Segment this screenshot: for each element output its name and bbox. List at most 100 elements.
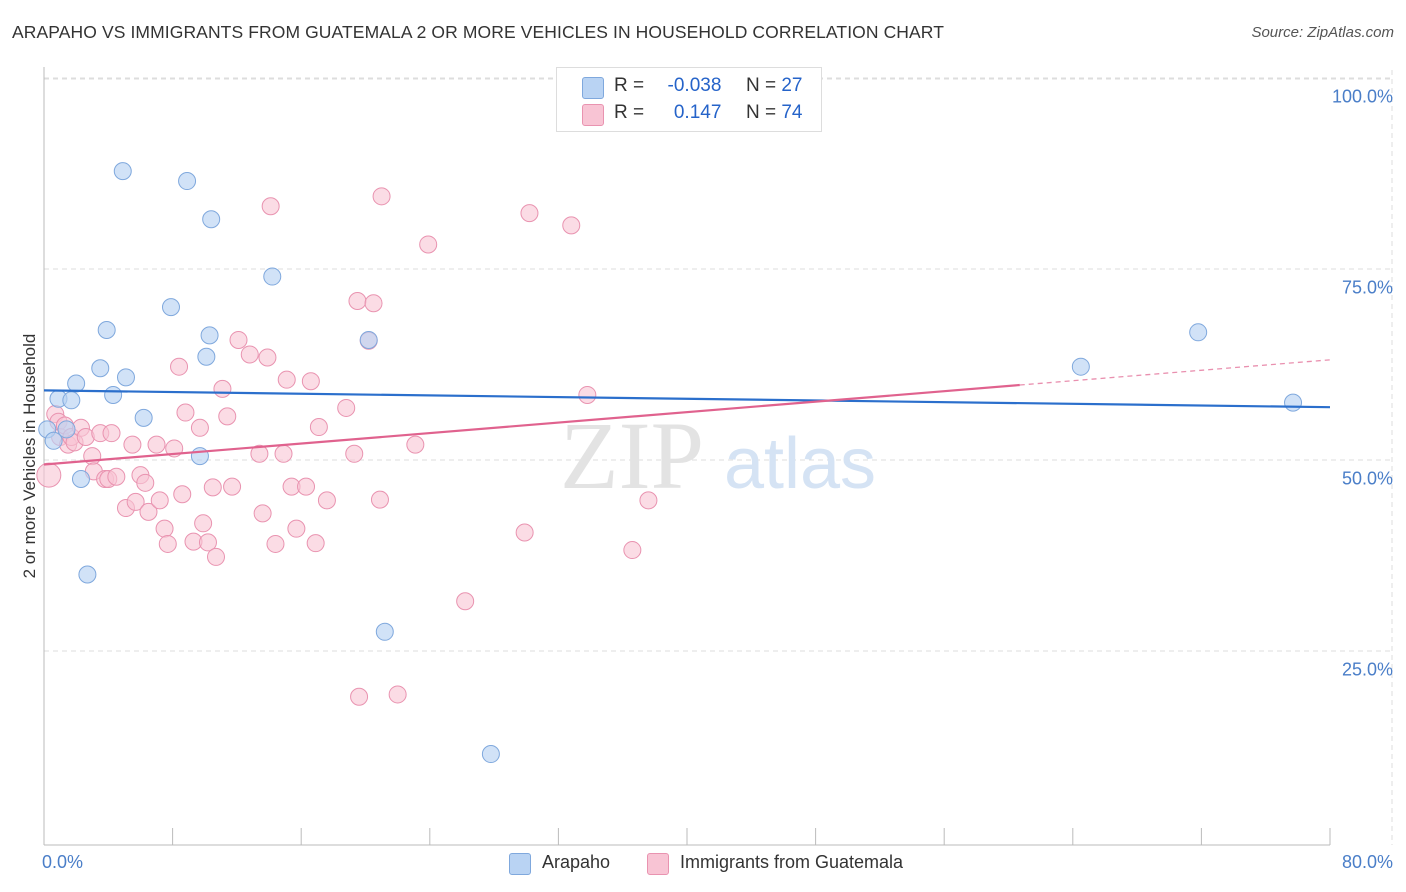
guatemala-point [562,216,581,235]
guatemala-point [170,357,189,376]
bottom-legend-label: Immigrants from Guatemala [680,852,904,872]
guatemala-point [250,444,269,463]
guatemala-point [36,462,62,488]
arapaho-point [71,470,90,488]
guatemala-point [639,491,658,510]
guatemala-point [173,485,192,504]
guatemala-point [150,491,169,510]
arapaho-point [1071,357,1090,376]
guatemala-point [198,533,217,552]
arapaho-point [359,330,378,349]
guatemala-point [287,519,306,538]
guatemala-point [456,592,475,611]
guatemala-point [348,291,367,310]
guatemala-point [419,235,438,254]
chart-title: ARAPAHO VS IMMIGRANTS FROM GUATEMALA 2 O… [12,22,945,42]
arapaho-point [116,368,135,387]
guatemala-point [158,534,177,553]
guatemala-point [350,687,369,706]
trend-lines [43,359,1331,466]
guatemala-point [301,372,320,391]
correlation-legend: R = -0.038 N = 27 R = 0.147 N = 74 [556,67,822,132]
guatemala-point [309,418,328,437]
guatemala-point [297,477,316,496]
arapaho-point [161,298,180,317]
bottom-legend-swatch-blue [509,853,531,875]
guatemala-point [155,519,174,538]
guatemala-point [107,467,126,486]
guatemala-point [123,435,142,454]
guatemala-point [406,435,425,454]
watermark-zip: ZIP [560,402,704,509]
guatemala-trend-line [43,383,1020,466]
guatemala-point [139,502,158,521]
legend-r-value: -0.038 [667,75,722,96]
guatemala-point [345,444,364,463]
guatemala-point [317,491,336,510]
legend-r-label: R = [614,102,645,123]
axes [43,67,1331,846]
guatemala-trend-extension [1019,359,1331,386]
guatemala-point [190,418,209,437]
guatemala-point [126,492,145,511]
guatemala-point [370,490,389,509]
arapaho-point [202,210,221,229]
legend-swatch-blue [582,77,604,99]
legend-r-label: R = [614,75,645,96]
bottom-legend-label: Arapaho [542,852,611,872]
watermark-atlas: atlas [724,424,876,504]
guatemala-point [229,330,248,349]
arapaho-trend-line [43,389,1331,409]
legend-n-value: 27 [781,75,803,96]
arapaho-point [113,162,132,181]
guatemala-point [218,407,237,426]
y-tick-label: 25.0% [1341,659,1393,680]
y-axis-label: 2 or more Vehicles in Household [20,333,39,579]
guatemala-point [372,187,391,206]
arapaho-point [97,321,116,340]
legend-n-label: N = [745,102,777,123]
guatemala-point [176,403,195,422]
arapaho-point [91,359,110,378]
arapaho-point [263,267,282,286]
series-arapaho-points [38,162,1303,764]
guatemala-point [520,204,539,223]
arapaho-point [190,447,209,466]
guatemala-point [515,523,534,542]
guatemala-point [203,478,222,497]
x-tick-label: 0.0% [42,852,84,872]
arapaho-point [57,420,76,439]
guatemala-point [258,348,277,367]
arapaho-point [375,622,394,641]
source-label: Source: ZipAtlas.com [1251,24,1394,41]
guatemala-point [388,685,407,704]
x-tick-label: 80.0% [1341,852,1393,872]
guatemala-point [266,534,285,553]
legend-n-value: 74 [781,102,803,123]
guatemala-point [213,379,232,398]
guatemala-point [337,398,356,417]
grid-lines [44,70,1393,845]
guatemala-point [240,345,259,364]
guatemala-point [261,197,280,216]
legend-n-label: N = [745,75,777,96]
guatemala-point [578,385,597,404]
arapaho-point [134,408,153,427]
series-guatemala-points [36,187,658,706]
guatemala-point [194,514,213,533]
y-tick-label: 100.0% [1331,86,1393,107]
arapaho-point [1189,323,1208,342]
guatemala-point [274,444,293,463]
arapaho-point [200,326,219,345]
legend-swatch-pink [582,104,604,126]
y-tick-label: 75.0% [1341,277,1393,298]
arapaho-point [178,172,197,191]
arapaho-point [1284,393,1303,412]
legend-r-value: 0.147 [673,102,722,123]
arapaho-point [104,385,123,404]
guatemala-point [306,534,325,553]
arapaho-point [67,374,86,393]
guatemala-point [277,370,296,389]
bottom-legend-swatch-pink [647,853,669,875]
